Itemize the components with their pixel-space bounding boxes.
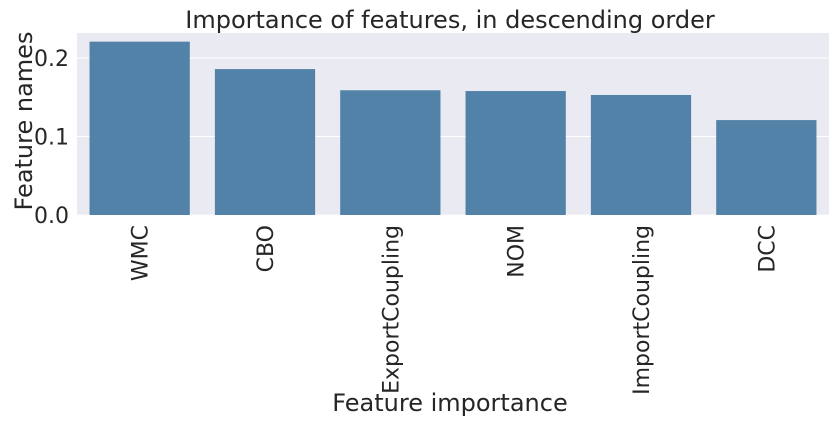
grid-lines xyxy=(77,57,829,216)
y-axis-label: Feature names xyxy=(10,32,38,211)
y-tick-labels: 0.0 0.1 0.2 xyxy=(34,47,69,229)
bar-importcoupling xyxy=(590,94,692,215)
bar-dcc xyxy=(716,120,817,215)
x-tick-labels: WMC CBO ExportCoupling NOM ImportCoupling DCC xyxy=(129,225,781,395)
x-tick-label: DCC xyxy=(755,225,780,273)
bar-nom xyxy=(465,91,566,215)
x-tick-label: WMC xyxy=(129,225,154,281)
y-tick-label: 0.0 xyxy=(34,204,69,229)
chart-title: Importance of features, in descending or… xyxy=(185,6,715,34)
y-tick-label: 0.2 xyxy=(34,47,69,72)
bar-wmc xyxy=(89,41,190,216)
y-tick-label: 0.1 xyxy=(34,126,69,151)
bars xyxy=(89,41,817,216)
x-tick-label: CBO xyxy=(254,225,279,272)
bar-cbo xyxy=(214,69,316,215)
x-axis-label: Feature importance xyxy=(332,389,567,417)
bar-exportcoupling xyxy=(340,90,441,215)
plot-background xyxy=(77,33,829,215)
x-tick-label: ExportCoupling xyxy=(379,225,404,394)
x-tick-label: NOM xyxy=(505,225,530,278)
x-tick-label: ImportCoupling xyxy=(630,225,655,395)
